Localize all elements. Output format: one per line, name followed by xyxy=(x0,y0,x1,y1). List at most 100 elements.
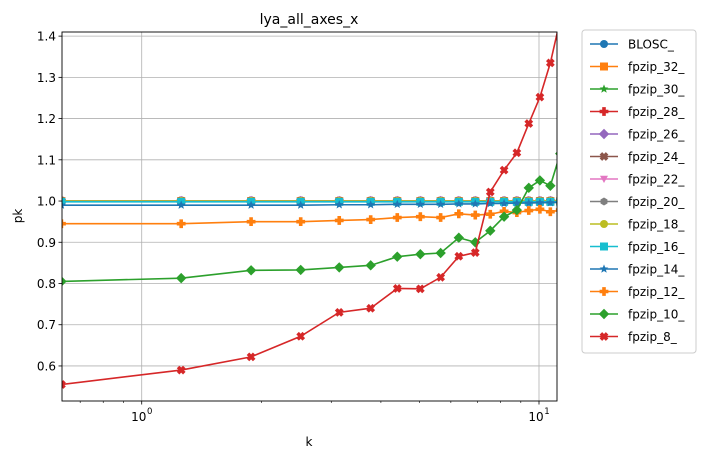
data-point xyxy=(392,199,402,209)
legend-entry: fpzip_20_ xyxy=(590,195,685,209)
data-point xyxy=(436,199,446,209)
series-line xyxy=(62,201,557,206)
series-layer xyxy=(62,15,565,389)
data-point xyxy=(499,206,509,216)
data-point xyxy=(415,199,425,209)
legend-entry: fpzip_10_ xyxy=(590,308,685,322)
data-point xyxy=(600,40,608,48)
data-point xyxy=(296,331,306,341)
legend-label: fpzip_30_ xyxy=(628,83,685,97)
data-point xyxy=(62,276,67,287)
data-point xyxy=(535,92,545,102)
data-point xyxy=(599,332,609,341)
x-tick-exponent: 0 xyxy=(147,407,152,417)
data-point xyxy=(600,175,608,183)
data-point xyxy=(555,151,557,156)
legend-entry: fpzip_32_ xyxy=(590,60,685,74)
data-point xyxy=(366,303,376,313)
data-point xyxy=(415,284,425,294)
y-tick-label: 1.3 xyxy=(37,71,56,85)
y-tick-label: 0.7 xyxy=(37,318,56,332)
legend-label: fpzip_32_ xyxy=(628,60,685,74)
data-point xyxy=(295,264,306,276)
data-point xyxy=(366,215,376,224)
series-line xyxy=(62,32,557,386)
data-point xyxy=(499,198,509,208)
legend-entry: fpzip_28_ xyxy=(590,105,685,119)
data-point xyxy=(365,260,376,271)
data-point xyxy=(246,217,256,227)
legend-label: fpzip_24_ xyxy=(628,150,685,164)
data-point xyxy=(415,212,425,222)
data-point xyxy=(598,308,610,320)
y-tick-label: 0.6 xyxy=(37,359,56,373)
legend-entry: fpzip_26_ xyxy=(590,128,685,142)
data-point xyxy=(599,152,609,161)
data-point xyxy=(556,198,557,204)
data-point xyxy=(545,207,555,217)
data-point xyxy=(245,265,257,276)
data-point xyxy=(545,58,555,68)
legend-label: fpzip_18_ xyxy=(628,218,685,232)
legend-entry: fpzip_14_ xyxy=(590,263,685,277)
plot-frame xyxy=(61,31,558,402)
legend-label: fpzip_26_ xyxy=(628,128,685,142)
legend-entry: fpzip_18_ xyxy=(590,218,685,232)
legend-entry: BLOSC_ xyxy=(590,38,675,52)
data-point xyxy=(62,219,66,229)
x-axis: 10 0 10 1 xyxy=(79,401,550,424)
data-point xyxy=(176,365,186,375)
data-point xyxy=(392,284,402,293)
data-point xyxy=(454,199,464,208)
legend-frame xyxy=(581,29,697,354)
data-point xyxy=(499,165,509,175)
series-fpzip-14 xyxy=(62,198,557,209)
y-axis-label: pk xyxy=(11,209,25,224)
legend-entry: fpzip_30_ xyxy=(590,83,685,97)
data-point xyxy=(599,107,609,116)
data-point xyxy=(556,15,565,24)
plot-area xyxy=(62,15,565,389)
grid xyxy=(62,32,557,401)
data-point xyxy=(600,220,608,228)
data-point xyxy=(534,175,546,186)
series-fpzip-8 xyxy=(62,15,565,389)
data-point xyxy=(436,213,446,222)
legend-label: fpzip_14_ xyxy=(628,263,685,277)
data-point xyxy=(524,119,534,128)
data-point xyxy=(498,211,510,222)
legend-label: fpzip_20_ xyxy=(628,195,685,209)
data-point xyxy=(62,380,66,389)
data-point xyxy=(436,272,446,282)
data-point xyxy=(599,84,609,93)
data-point xyxy=(470,199,480,208)
data-point xyxy=(453,232,465,243)
data-point xyxy=(296,200,306,209)
data-point xyxy=(454,209,464,219)
data-point xyxy=(392,251,403,262)
data-point xyxy=(485,209,495,219)
data-point xyxy=(62,201,66,209)
data-point xyxy=(246,200,256,209)
data-point xyxy=(524,198,534,207)
data-point xyxy=(334,307,344,317)
data-point xyxy=(334,200,344,209)
data-point xyxy=(535,204,545,214)
data-point xyxy=(334,216,344,225)
data-point xyxy=(176,219,186,229)
legend-entry: fpzip_12_ xyxy=(590,285,685,299)
data-point xyxy=(470,237,481,248)
data-point xyxy=(485,198,495,208)
data-point xyxy=(470,248,480,257)
legend-label: fpzip_10_ xyxy=(628,308,685,322)
legend-label: fpzip_12_ xyxy=(628,285,685,299)
data-point xyxy=(545,198,555,207)
data-point xyxy=(435,247,446,259)
series-fpzip-12 xyxy=(62,204,557,229)
data-point xyxy=(415,249,426,260)
data-point xyxy=(175,272,187,284)
data-point xyxy=(524,206,534,215)
legend-entry: fpzip_22_ xyxy=(590,173,685,187)
data-point xyxy=(470,210,480,220)
